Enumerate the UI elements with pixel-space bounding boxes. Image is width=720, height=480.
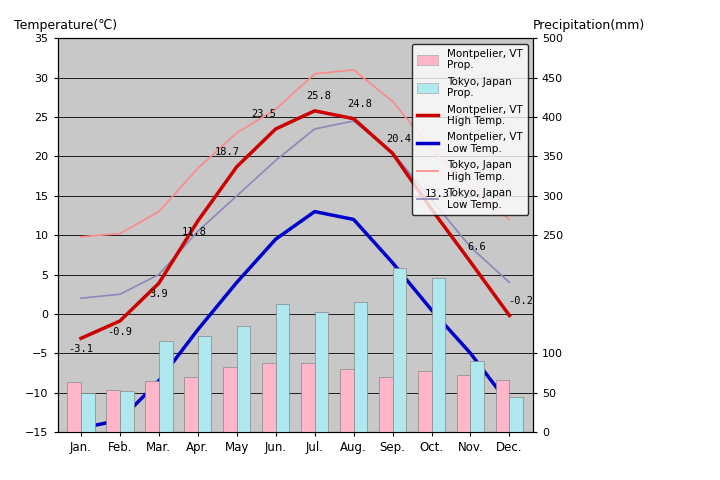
- Bar: [276, 304, 289, 432]
- Bar: [198, 336, 212, 432]
- Bar: [237, 326, 251, 432]
- Bar: [470, 361, 484, 432]
- Text: 13.3: 13.3: [425, 190, 450, 199]
- Text: 23.5: 23.5: [251, 109, 276, 119]
- Legend: Montpelier, VT
Prop., Tokyo, Japan
Prop., Montpelier, VT
High Temp., Montpelier,: Montpelier, VT Prop., Tokyo, Japan Prop.…: [413, 44, 528, 215]
- Bar: [107, 390, 120, 432]
- Bar: [301, 363, 315, 432]
- Bar: [418, 371, 431, 432]
- Bar: [315, 312, 328, 432]
- Bar: [120, 391, 133, 432]
- Text: 18.7: 18.7: [215, 147, 240, 157]
- Text: 20.4: 20.4: [386, 133, 411, 144]
- Text: 24.8: 24.8: [347, 99, 372, 109]
- Text: -0.9: -0.9: [107, 327, 132, 337]
- Text: -3.1: -3.1: [68, 345, 94, 355]
- Text: 6.6: 6.6: [467, 242, 486, 252]
- Bar: [457, 374, 470, 432]
- Text: 11.8: 11.8: [181, 227, 207, 237]
- Text: Temperature(℃): Temperature(℃): [14, 19, 117, 32]
- Bar: [392, 268, 406, 432]
- Text: 25.8: 25.8: [306, 91, 331, 101]
- Bar: [510, 396, 523, 432]
- Bar: [68, 383, 81, 432]
- Text: -0.2: -0.2: [508, 296, 534, 306]
- Bar: [184, 377, 198, 432]
- Bar: [223, 368, 237, 432]
- Bar: [431, 278, 445, 432]
- Bar: [145, 381, 159, 432]
- Bar: [159, 341, 173, 432]
- Text: 3.9: 3.9: [150, 289, 168, 300]
- Bar: [354, 302, 367, 432]
- Bar: [262, 363, 276, 432]
- Bar: [340, 369, 354, 432]
- Bar: [496, 380, 510, 432]
- Text: Precipitation(mm): Precipitation(mm): [533, 19, 645, 32]
- Bar: [81, 393, 94, 432]
- Bar: [379, 377, 392, 432]
